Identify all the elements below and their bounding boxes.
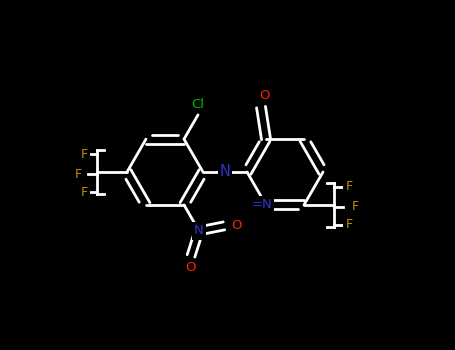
Text: N: N [194,224,204,237]
Text: Cl: Cl [192,98,204,111]
Text: O: O [231,219,241,232]
Text: F: F [81,186,87,198]
Text: F: F [81,147,87,161]
Text: O: O [186,261,196,274]
Text: N: N [220,164,230,180]
Text: F: F [345,180,353,194]
Text: O: O [259,89,269,101]
Text: F: F [75,168,81,181]
Text: F: F [345,218,353,231]
Text: =N: =N [252,198,273,211]
Text: F: F [351,201,359,214]
